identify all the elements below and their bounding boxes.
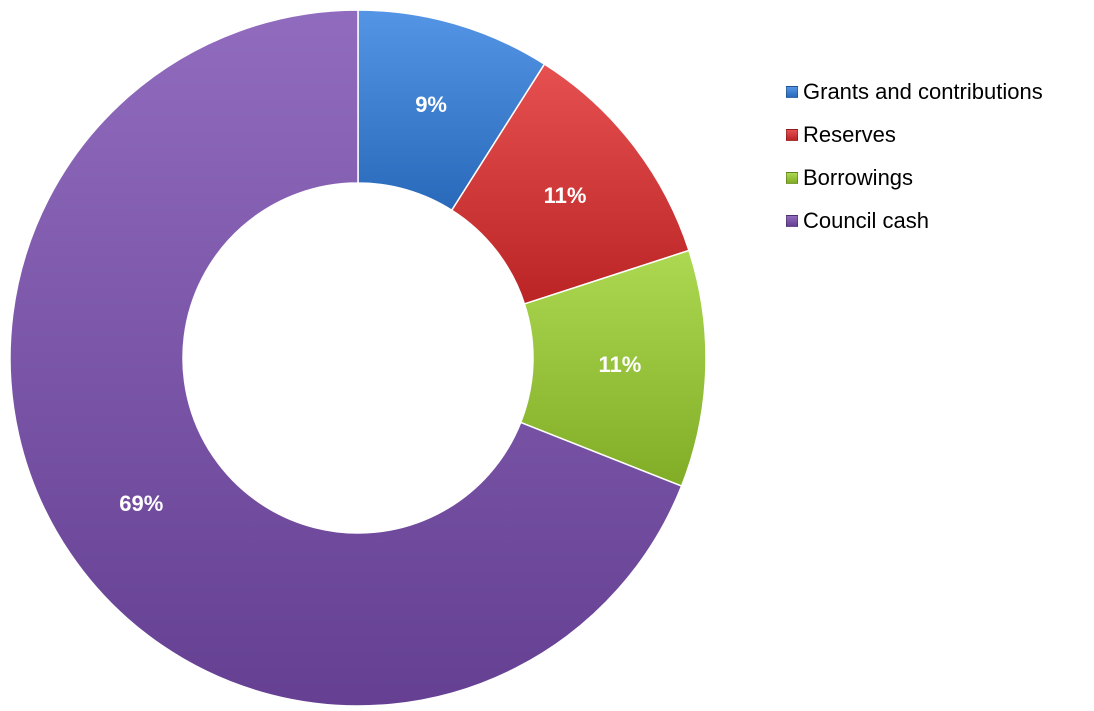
data-label-reserves: 11%: [544, 183, 587, 208]
legend-swatch-reserves: [786, 129, 798, 141]
legend-swatch-council-cash: [786, 215, 798, 227]
legend-item-borrowings: Borrowings: [786, 156, 1043, 199]
legend-label-council-cash: Council cash: [803, 208, 929, 234]
legend-item-grants: Grants and contributions: [786, 70, 1043, 113]
legend-label-grants: Grants and contributions: [803, 79, 1043, 105]
data-label-borrowings: 11%: [598, 352, 641, 377]
legend-item-council-cash: Council cash: [786, 199, 1043, 242]
legend-item-reserves: Reserves: [786, 113, 1043, 156]
legend-swatch-borrowings: [786, 172, 798, 184]
data-label-grants: 9%: [415, 92, 447, 117]
legend-swatch-grants: [786, 86, 798, 98]
data-label-council-cash: 69%: [119, 491, 163, 516]
legend-label-reserves: Reserves: [803, 122, 896, 148]
chart-legend: Grants and contributions Reserves Borrow…: [786, 70, 1043, 242]
legend-label-borrowings: Borrowings: [803, 165, 913, 191]
